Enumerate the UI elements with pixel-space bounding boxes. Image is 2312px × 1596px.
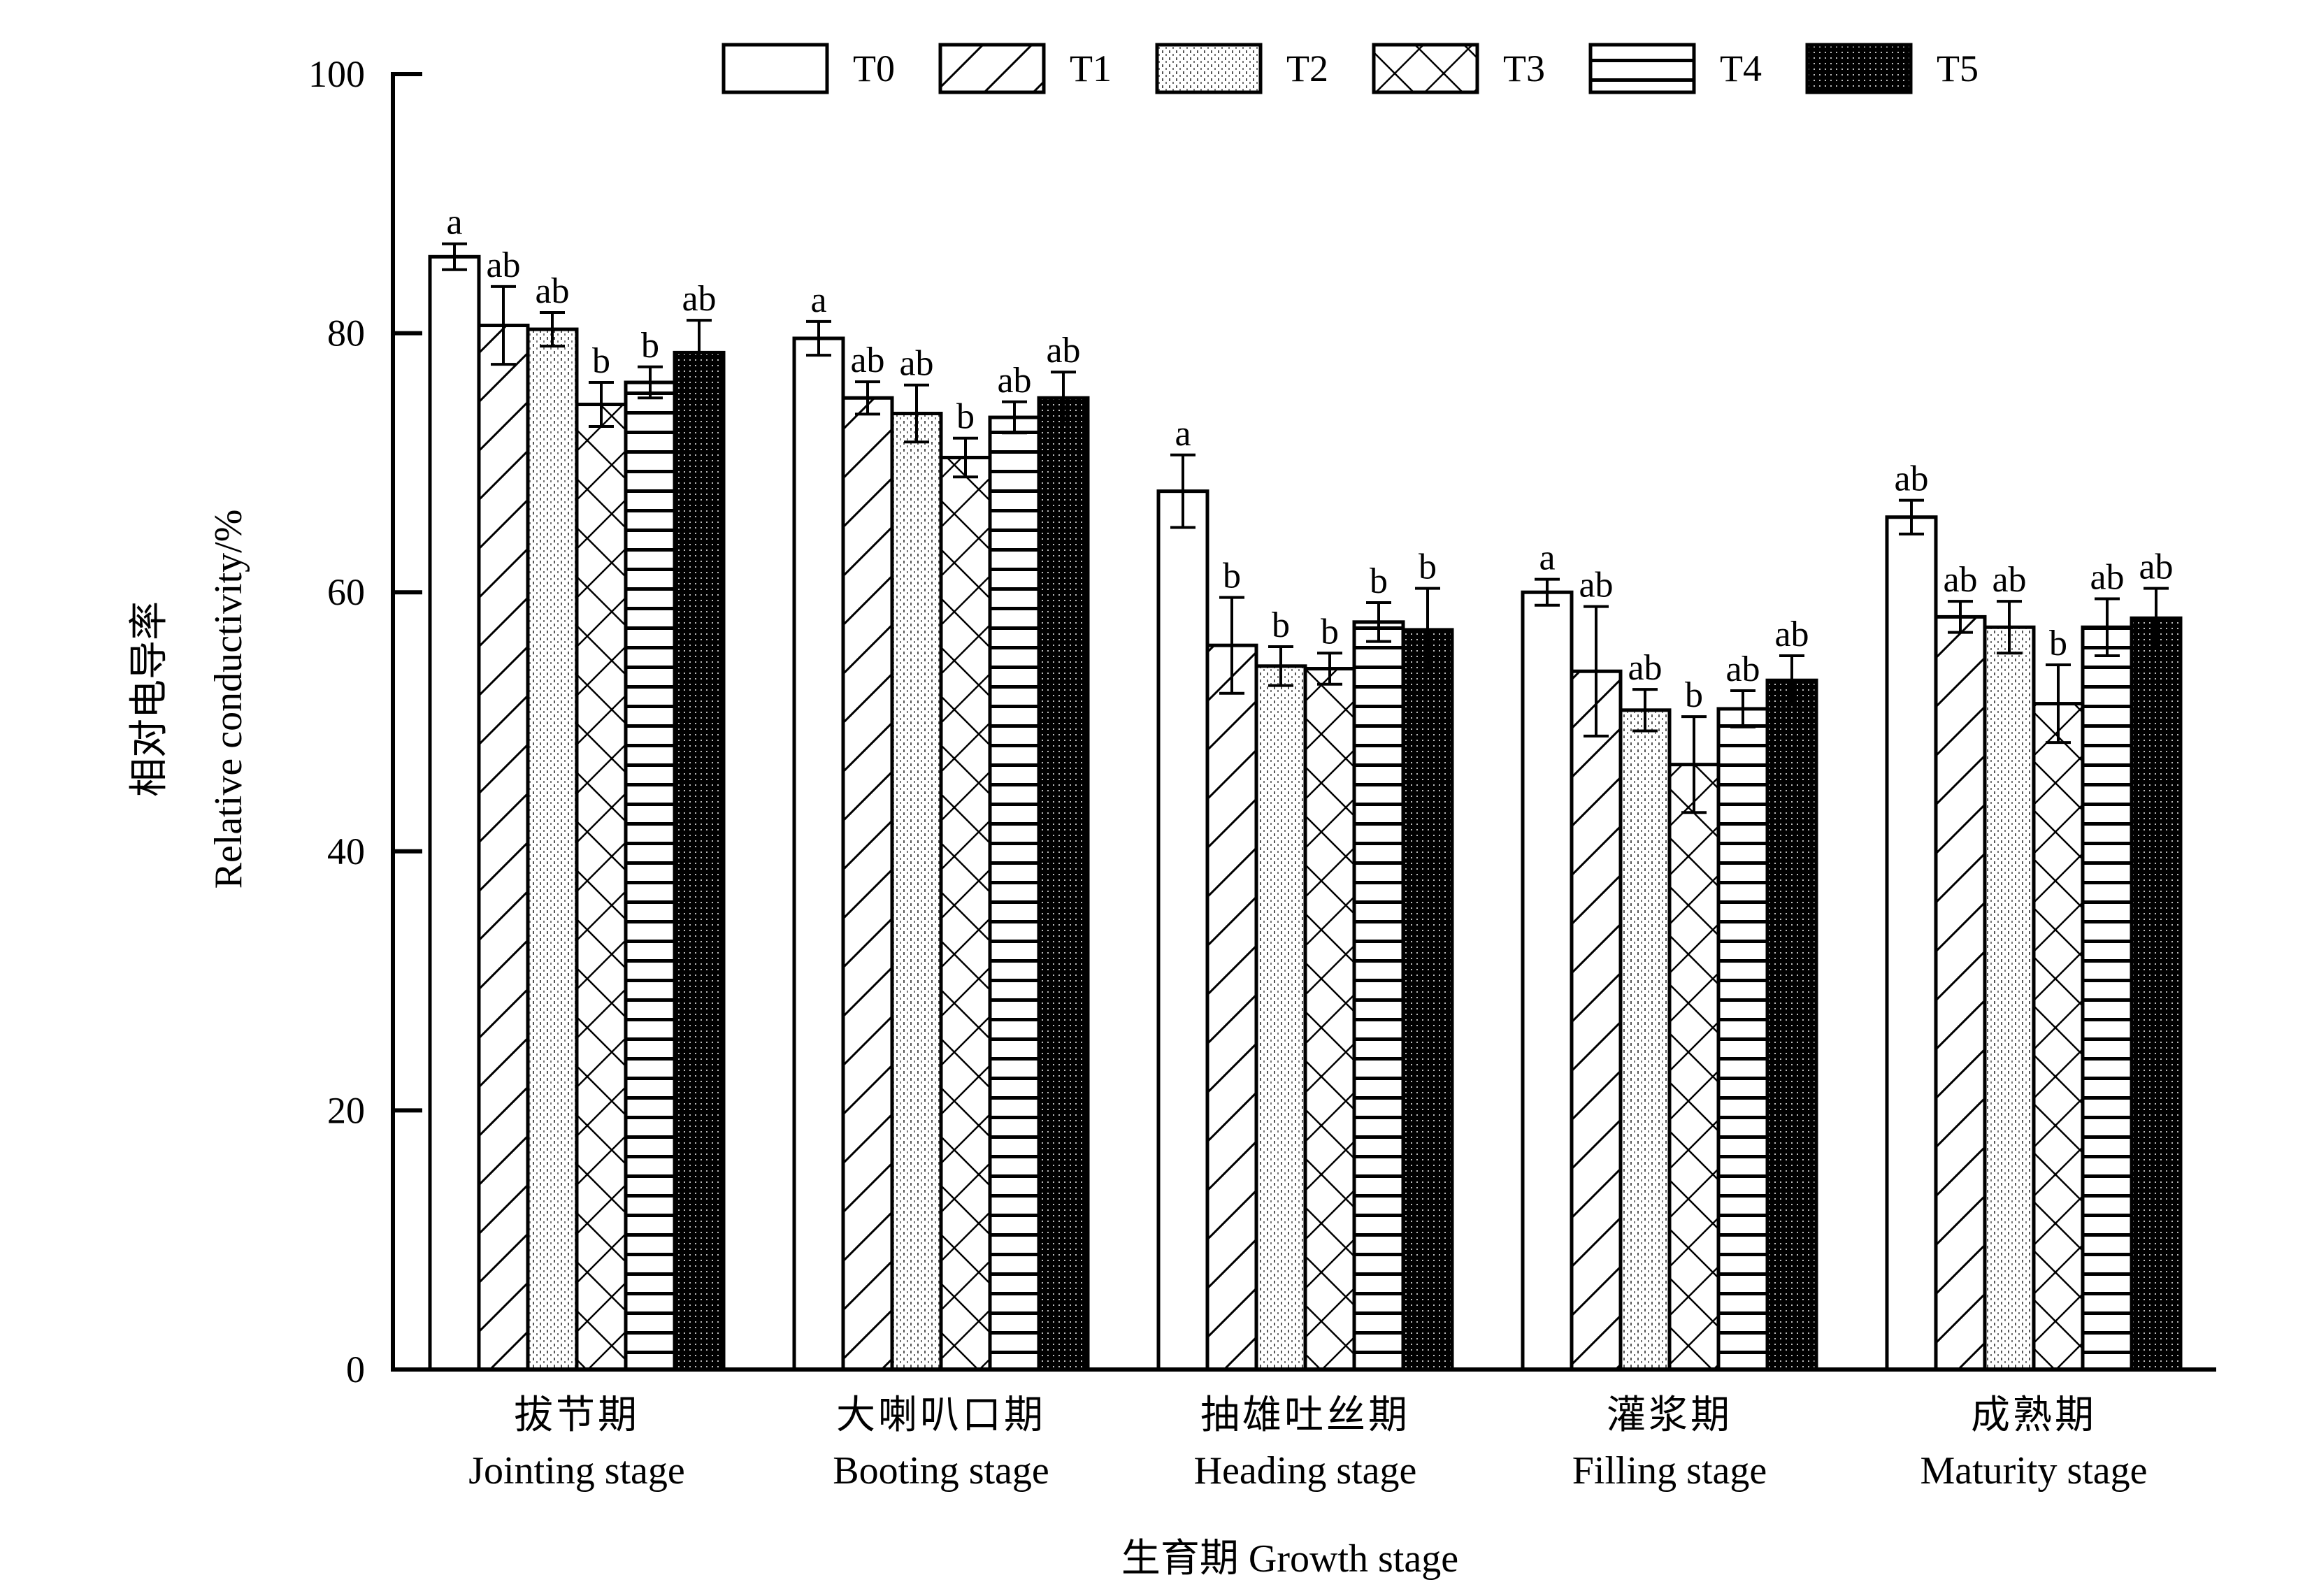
significance-letter: ab	[850, 340, 884, 380]
legend: T0 T1 T2 T3 T4 T5	[721, 43, 1979, 94]
significance-letter: ab	[1992, 560, 2026, 600]
significance-letter: b	[1685, 675, 1703, 715]
significance-letter: b	[2049, 624, 2067, 663]
significance-letter: ab	[1628, 648, 1662, 688]
significance-letter: ab	[486, 245, 520, 285]
y-tick-label: 80	[327, 312, 365, 354]
significance-letter: b	[1272, 605, 1290, 645]
y-tick-label: 20	[327, 1089, 365, 1131]
significance-letter: ab	[1725, 649, 1760, 689]
x-tick-label-en: Booting stage	[833, 1449, 1049, 1493]
x-tick-label-cn: 成熟期	[1971, 1394, 2097, 1437]
bar-T0	[428, 254, 481, 1372]
x-tick-label-cn: 灌浆期	[1607, 1394, 1732, 1437]
significance-letter: ab	[1046, 331, 1080, 371]
x-axis-label: 生育期 Growth stage	[1121, 1537, 1458, 1581]
bar-T4	[1352, 620, 1405, 1372]
significance-letter: b	[1223, 556, 1241, 596]
bar-T2	[1983, 625, 2036, 1372]
bar-T2	[1618, 708, 1672, 1372]
bar-T5	[1037, 396, 1090, 1372]
significance-letter: b	[1370, 561, 1388, 601]
x-tick-label-en: Heading stage	[1194, 1449, 1417, 1493]
legend-swatch-T3	[1372, 43, 1479, 94]
bar-T3	[575, 403, 628, 1372]
legend-label: T0	[853, 48, 895, 89]
bar-T0	[792, 336, 845, 1372]
bar-T1	[1205, 643, 1258, 1372]
bar-T4	[1716, 707, 1769, 1372]
x-tick-label-en: Maturity stage	[1920, 1449, 2147, 1493]
bar-T3	[1303, 667, 1356, 1372]
y-tick-label: 0	[346, 1349, 365, 1390]
significance-letter: ab	[899, 344, 933, 384]
bar-T1	[1570, 669, 1623, 1372]
y-axis-label-cn: 相对电导率	[128, 601, 171, 797]
significance-letter: ab	[2090, 557, 2124, 597]
legend-label: T1	[1070, 48, 1112, 89]
significance-letter: ab	[1894, 459, 1928, 499]
y-tick-label: 100	[308, 53, 365, 95]
legend-swatch-T2	[1155, 43, 1263, 94]
significance-letter: ab	[535, 271, 569, 311]
legend-swatch-T5	[1805, 43, 1913, 94]
legend-label: T3	[1503, 48, 1545, 89]
bar-T3	[1667, 763, 1721, 1372]
bar-T2	[1254, 664, 1307, 1372]
bar-T4	[624, 380, 677, 1372]
legend-label: T5	[1937, 48, 1979, 89]
bar-T2	[890, 411, 943, 1372]
significance-letter: ab	[1943, 560, 1977, 600]
x-tick-label-cn: 大喇叭口期	[836, 1394, 1046, 1437]
y-tick-label: 40	[327, 831, 365, 872]
significance-letter: ab	[1579, 566, 1613, 605]
bar-T2	[526, 327, 579, 1372]
axes: 拔节期 Jointing stage 大喇叭口期 Booting stage 抽雄吐丝期…	[308, 53, 2216, 1493]
bar-T5	[1765, 678, 1818, 1372]
significance-letter: b	[1419, 547, 1437, 587]
legend-label: T4	[1720, 48, 1762, 89]
bar-T0	[1156, 489, 1209, 1372]
axis-labels: 相对电导率 Relative conductivity/% 生育期 Growth…	[128, 510, 1458, 1581]
significance-letter: ab	[2139, 547, 2173, 587]
bar-T4	[988, 415, 1041, 1372]
significance-letter: ab	[1774, 614, 1809, 654]
x-tick-label-en: Filling stage	[1572, 1449, 1767, 1493]
bar-T3	[939, 455, 992, 1372]
legend-swatch-T0	[721, 43, 829, 94]
significance-letter: a	[446, 203, 462, 243]
y-axis-label-en: Relative conductivity/%	[207, 510, 250, 889]
significance-letter: b	[592, 341, 610, 381]
bar-T0	[1521, 590, 1574, 1372]
bar-T5	[2130, 616, 2183, 1372]
significance-letter: b	[1321, 612, 1339, 652]
significance-letter: a	[810, 280, 826, 320]
significance-letter: b	[641, 326, 659, 366]
significance-letter: a	[1539, 538, 1555, 578]
x-tick-label-cn: 抽雄吐丝期	[1200, 1394, 1410, 1437]
y-tick-label: 60	[327, 571, 365, 613]
bar-T5	[1401, 628, 1454, 1372]
bar-T5	[673, 350, 726, 1372]
bar-T1	[477, 323, 530, 1372]
legend-label: T2	[1286, 48, 1328, 89]
bar-T0	[1885, 515, 1938, 1372]
x-tick-label-cn: 拔节期	[514, 1394, 640, 1437]
bar-T1	[841, 396, 894, 1372]
bar-T4	[2081, 625, 2134, 1372]
legend-swatch-T4	[1588, 43, 1696, 94]
significance-letter: ab	[682, 279, 716, 319]
legend-swatch-T1	[938, 43, 1046, 94]
x-tick-label-en: Jointing stage	[468, 1449, 685, 1493]
significance-letter: a	[1175, 414, 1191, 454]
significance-letter: b	[956, 397, 975, 437]
bar-T1	[1934, 614, 1987, 1372]
significance-letter: ab	[997, 361, 1031, 401]
bar-T3	[2032, 702, 2085, 1372]
